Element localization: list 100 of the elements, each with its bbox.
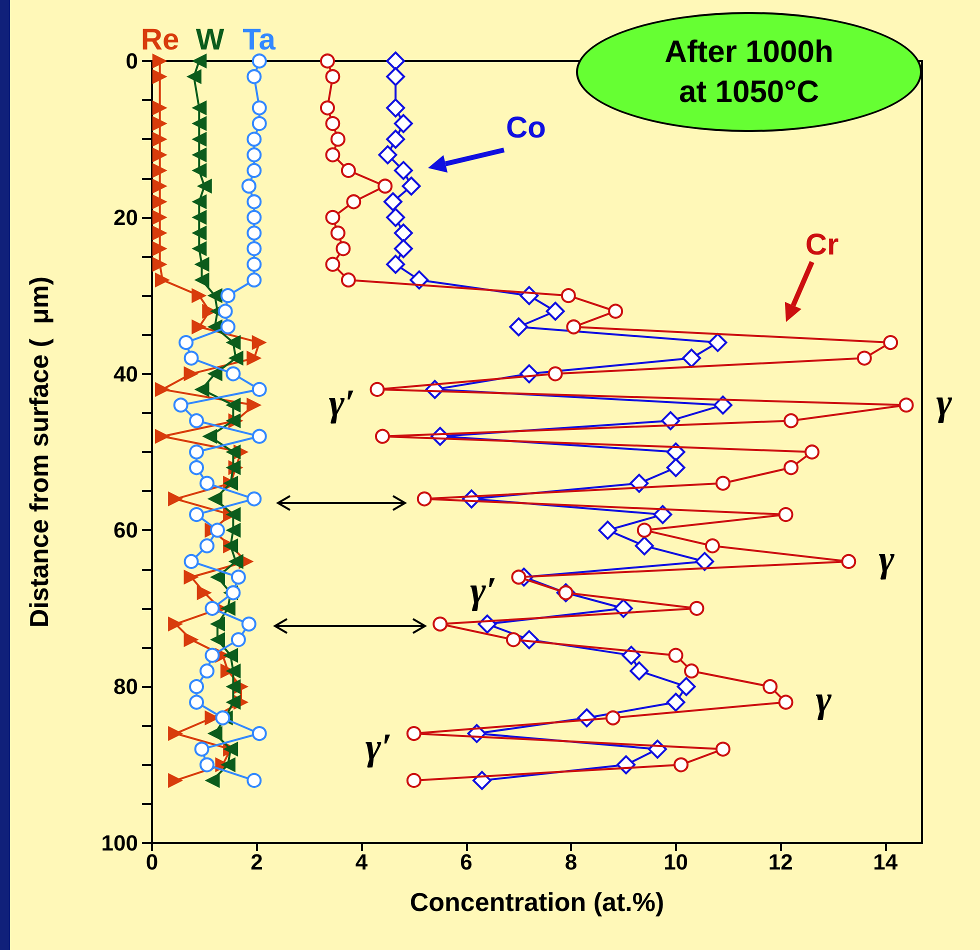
point	[378, 145, 398, 164]
point	[378, 178, 393, 194]
y-tick-label: 80	[114, 674, 138, 700]
point	[192, 147, 207, 162]
y-tick-label: 0	[126, 48, 138, 74]
point	[511, 570, 526, 585]
point	[246, 256, 262, 272]
point	[325, 147, 340, 162]
point	[370, 382, 385, 397]
series-label: Re	[140, 24, 180, 56]
point	[154, 272, 170, 288]
point	[856, 350, 872, 366]
point	[204, 648, 220, 663]
point	[194, 382, 210, 397]
point	[506, 632, 521, 648]
point	[200, 476, 214, 491]
point	[636, 522, 652, 538]
point	[194, 742, 210, 757]
point	[230, 632, 246, 648]
point	[416, 491, 432, 506]
point	[184, 632, 199, 648]
point	[252, 428, 267, 444]
point	[666, 458, 686, 478]
x-tick-label: 8	[564, 850, 578, 874]
point	[241, 178, 256, 194]
point	[784, 413, 799, 428]
point	[152, 100, 168, 116]
point	[560, 288, 576, 304]
point	[330, 226, 346, 241]
point	[252, 382, 267, 397]
point	[715, 742, 730, 757]
point	[708, 333, 728, 352]
point	[509, 317, 528, 336]
point	[246, 69, 262, 84]
point	[168, 491, 184, 506]
point	[184, 350, 199, 366]
point	[340, 272, 356, 288]
y-tick-label: 40	[114, 361, 138, 386]
point	[346, 194, 362, 210]
point	[695, 552, 714, 571]
point	[634, 536, 654, 556]
point	[192, 100, 207, 116]
point	[704, 538, 720, 554]
point	[778, 507, 794, 522]
point	[226, 585, 241, 600]
point	[226, 335, 241, 350]
point	[246, 194, 262, 210]
point	[220, 319, 236, 334]
point	[189, 413, 204, 428]
point	[192, 132, 207, 147]
point	[566, 319, 582, 334]
point	[226, 694, 241, 710]
point	[196, 178, 212, 194]
y-tick-label: 20	[114, 204, 138, 230]
annotation: γ′	[328, 382, 356, 424]
point	[689, 600, 704, 616]
point	[173, 398, 188, 413]
point	[220, 757, 236, 772]
point	[202, 428, 218, 444]
point	[546, 302, 565, 321]
point	[192, 319, 207, 334]
point	[682, 348, 702, 368]
point	[189, 507, 204, 522]
point	[320, 54, 335, 68]
point	[192, 116, 207, 132]
x-tick-label: 6	[460, 850, 472, 874]
point	[432, 616, 448, 632]
point	[252, 100, 267, 116]
point	[207, 491, 222, 506]
point	[168, 726, 184, 742]
point	[340, 162, 356, 178]
point	[608, 304, 624, 319]
x-axis-title: Concentration (at.%)	[410, 887, 664, 917]
point	[394, 114, 413, 134]
point	[325, 69, 340, 84]
point	[246, 210, 262, 225]
point	[218, 304, 233, 319]
point	[210, 616, 225, 632]
point	[196, 585, 212, 600]
point	[386, 98, 406, 118]
point	[186, 69, 202, 84]
point	[394, 239, 413, 258]
point	[252, 54, 267, 68]
point	[152, 178, 168, 194]
point	[184, 366, 199, 382]
point	[192, 54, 207, 68]
point	[152, 241, 168, 256]
point	[252, 116, 267, 132]
text: Co	[506, 112, 546, 144]
point	[676, 677, 696, 696]
point	[713, 396, 732, 415]
point	[204, 600, 220, 616]
point	[152, 210, 168, 225]
point	[168, 772, 184, 788]
x-tick-label: 12	[768, 850, 793, 874]
x-tick-label: 14	[873, 850, 898, 874]
point	[246, 132, 262, 147]
annotation: γ	[936, 382, 952, 424]
point	[226, 522, 241, 538]
text: Cr	[805, 228, 839, 262]
